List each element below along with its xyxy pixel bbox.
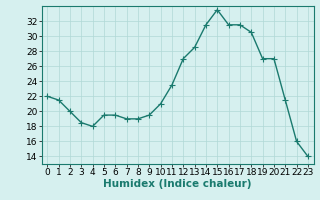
X-axis label: Humidex (Indice chaleur): Humidex (Indice chaleur) [103, 179, 252, 189]
